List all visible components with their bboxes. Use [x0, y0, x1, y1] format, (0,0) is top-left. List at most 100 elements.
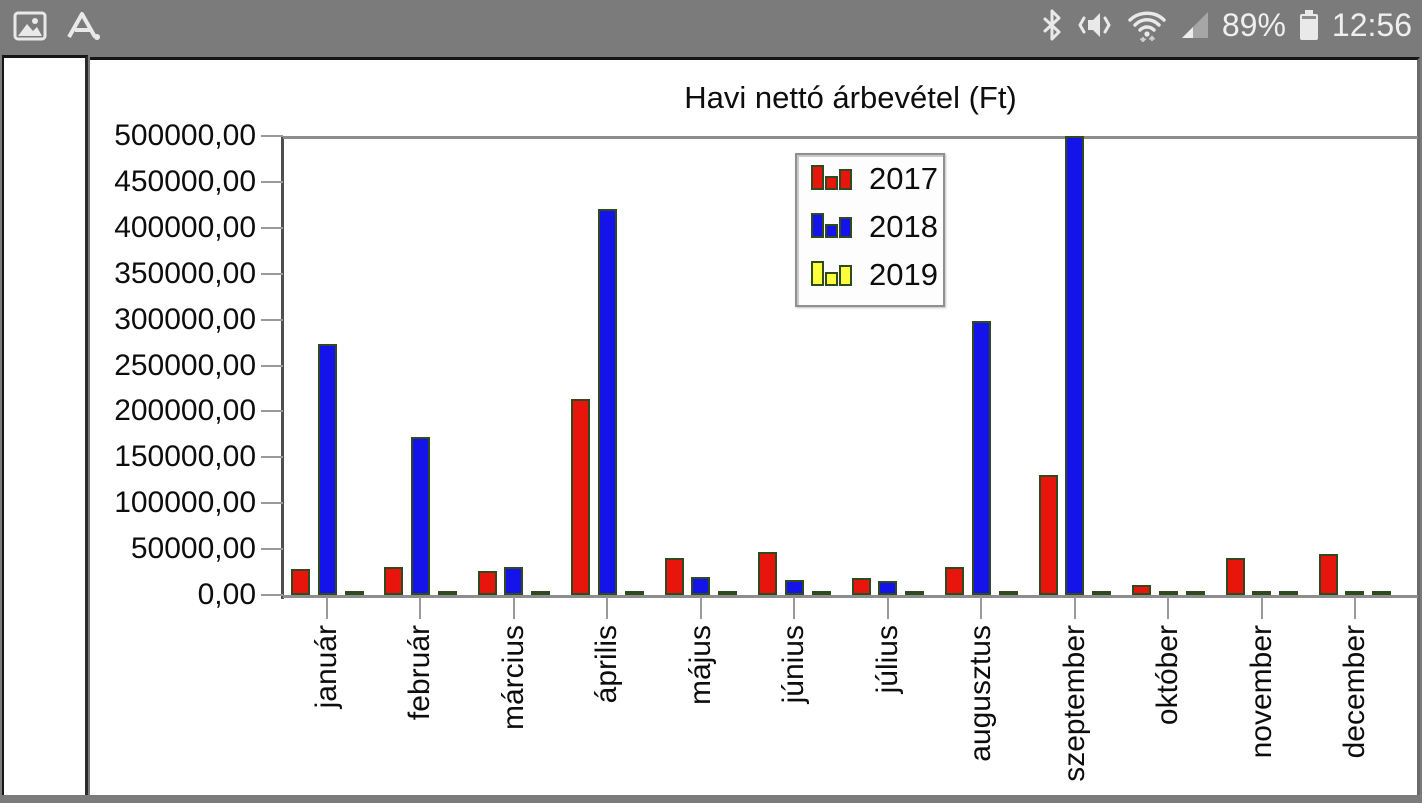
bar-2017-m3 — [477, 571, 497, 595]
gallery-icon — [12, 8, 48, 44]
bar-2019-m4 — [624, 591, 644, 595]
bar-2019-m5 — [718, 591, 738, 595]
wifi-icon — [1126, 8, 1168, 42]
chart-panel[interactable]: 500000,00 450000,00 400000,00 350000,00 3000… — [90, 57, 1420, 795]
bar-2018-m7 — [878, 581, 898, 595]
bar-2018-m8 — [971, 321, 991, 595]
legend-bars-icon — [809, 159, 855, 200]
cell-signal-icon — [1180, 9, 1210, 41]
status-bar: 89% 12:56 — [0, 0, 1422, 52]
x-axis-month-label: április — [590, 625, 624, 704]
x-axis-tick — [326, 597, 328, 619]
bar-2019-m9 — [1092, 591, 1112, 595]
legend-bars-icon — [809, 207, 855, 248]
legend-entry-2018: 2018 — [797, 203, 943, 251]
y-axis-tick-label: 150000,00 — [114, 440, 256, 474]
chart-layer-anchor: 500000,00 450000,00 400000,00 350000,00 3000… — [0, 3, 1422, 803]
bar-2017-m10 — [1132, 585, 1152, 595]
bluetooth-icon — [1040, 8, 1064, 42]
y-axis-tick — [261, 180, 283, 183]
y-axis-tick — [261, 594, 283, 596]
bar-2019-m7 — [905, 591, 925, 595]
y-axis-tick-label: 350000,00 — [114, 256, 256, 290]
bar-2018-m5 — [691, 577, 711, 595]
bar-2018-m11 — [1252, 591, 1271, 595]
bar-2017-m2 — [384, 567, 404, 595]
x-axis-tick — [419, 597, 422, 619]
x-axis-month-label: július — [870, 625, 904, 694]
bar-2018-m2 — [410, 437, 430, 595]
y-axis-tick-label: 300000,00 — [114, 302, 256, 336]
a-dot-app-icon — [64, 8, 104, 44]
x-axis-tick — [512, 597, 515, 619]
bar-2017-m11 — [1225, 558, 1245, 595]
x-axis-tick — [1167, 597, 1170, 619]
bar-2018-m10 — [1158, 591, 1178, 595]
legend-entry-2019: 2019 — [797, 251, 943, 299]
y-axis-tick — [261, 502, 283, 505]
legend-entry-2017: 2017 — [797, 155, 943, 203]
chart-title: Havi nettó árbevétel (Ft) — [684, 80, 1017, 115]
battery-percent-label: 89% — [1221, 6, 1286, 43]
x-axis-tick — [606, 597, 609, 619]
bar-2019-m11 — [1279, 591, 1298, 595]
x-axis-tick — [886, 597, 889, 619]
chart-legend: 2017 2018 2019 — [795, 153, 945, 307]
bar-2017-m8 — [945, 567, 965, 595]
y-axis-tick — [261, 548, 283, 551]
y-axis-tick — [261, 135, 283, 137]
bar-2019-m3 — [531, 591, 551, 595]
x-axis-month-label: november — [1244, 625, 1278, 759]
x-axis-tick — [1353, 597, 1356, 619]
y-axis-tick-label: 200000,00 — [114, 394, 256, 428]
y-axis-tick-label: 400000,00 — [114, 210, 256, 244]
bar-2019-m8 — [998, 591, 1018, 595]
bar-2017-m7 — [851, 578, 871, 595]
y-axis-tick — [261, 364, 283, 367]
bar-2017-m1 — [291, 569, 310, 595]
y-axis-tick-label: 500000,00 — [114, 119, 256, 152]
y-axis-line — [281, 136, 284, 599]
bar-2019-m1 — [344, 591, 364, 595]
mute-vibrate-icon — [1076, 8, 1114, 42]
bar-2017-m12 — [1318, 554, 1338, 595]
legend-label: 2018 — [869, 209, 938, 244]
battery-icon — [1298, 8, 1320, 42]
x-axis-month-label: május — [683, 625, 717, 706]
x-axis-month-label: január — [310, 625, 343, 709]
x-axis-month-label: augusztus — [964, 625, 998, 762]
x-axis-month-label: szeptember — [1057, 625, 1091, 782]
legend-bars-icon — [809, 255, 855, 296]
bar-2017-m5 — [664, 558, 684, 595]
legend-label: 2019 — [869, 257, 938, 292]
y-axis-tick — [261, 318, 283, 321]
legend-label: 2017 — [869, 161, 938, 196]
x-axis-line — [283, 595, 1418, 598]
y-axis-tick-label: 450000,00 — [114, 164, 256, 198]
bar-2019-m10 — [1185, 591, 1205, 595]
x-axis-tick — [699, 597, 702, 619]
x-axis-month-label: március — [496, 625, 530, 731]
x-axis-tick — [793, 597, 796, 619]
x-axis-month-label: június — [777, 625, 811, 704]
x-axis-tick — [1073, 597, 1076, 619]
clock-label: 12:56 — [1331, 6, 1412, 43]
bar-2018-m12 — [1345, 591, 1365, 595]
bar-2018-m1 — [317, 344, 337, 595]
bar-2019-m2 — [437, 591, 457, 595]
status-bar-notification-icons — [12, 4, 104, 48]
bar-2017-m6 — [758, 552, 778, 595]
bar-2018-m9 — [1065, 136, 1085, 595]
status-bar-system-icons: 89% 12:56 — [1040, 2, 1412, 48]
y-axis-tick — [261, 410, 283, 413]
y-axis-tick — [261, 272, 283, 275]
y-axis-tick-label: 50000,00 — [130, 532, 256, 566]
y-axis-tick — [261, 456, 283, 459]
bar-2019-m12 — [1372, 591, 1392, 595]
x-axis-month-label: december — [1337, 625, 1371, 759]
bar-2017-m9 — [1038, 475, 1058, 595]
y-axis-tick-label: 250000,00 — [114, 348, 256, 382]
x-axis-month-label: február — [403, 625, 437, 721]
bar-2018-m6 — [784, 580, 804, 595]
x-axis-month-label: október — [1151, 625, 1185, 726]
